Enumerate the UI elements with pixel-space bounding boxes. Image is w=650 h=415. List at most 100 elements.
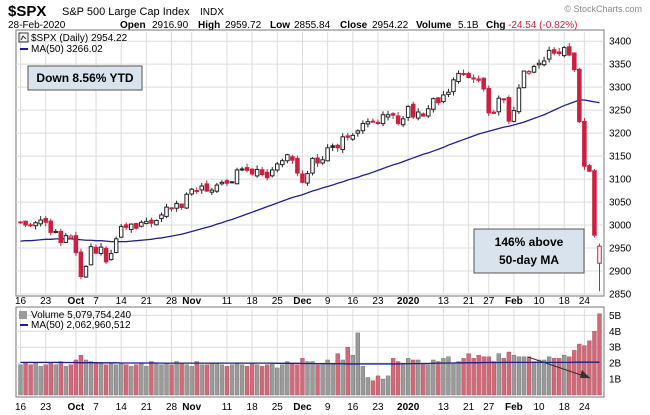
volume-bar	[78, 354, 84, 396]
x-tick-label-bottom: 9	[325, 402, 331, 413]
candle-body	[93, 246, 99, 254]
candle-body	[355, 130, 361, 134]
volume-bar	[204, 364, 209, 396]
price-tick-label: 3300	[609, 83, 632, 94]
price-tick-label: 3150	[609, 152, 632, 163]
candle-body	[73, 235, 79, 254]
arrow-line	[527, 356, 591, 379]
candle-body	[144, 220, 149, 225]
volume-bar	[229, 364, 235, 396]
candle-body	[118, 225, 124, 238]
volume-bar	[169, 364, 174, 396]
x-tick-label-bottom: 13	[438, 402, 450, 413]
open-value: 2916.90	[152, 20, 189, 31]
volume-bar	[68, 364, 74, 396]
volume-legend-text: Volume 5,079,754,240	[31, 310, 132, 321]
volume-bar	[88, 361, 94, 396]
candle-body	[239, 168, 245, 171]
candle-body	[360, 122, 366, 132]
volume-bar	[345, 347, 350, 396]
x-tick-label-bottom: 27	[483, 402, 495, 413]
candle-body	[350, 134, 356, 140]
volume-bar	[330, 362, 335, 396]
close-label: Close	[340, 20, 368, 31]
candle-body	[103, 247, 109, 263]
price-tick-label: 3050	[609, 198, 632, 209]
x-tick-label-bottom: 18	[559, 402, 571, 413]
candle-body	[556, 51, 562, 55]
x-tick-label-bottom: 18	[247, 402, 259, 413]
volume-bar	[199, 364, 204, 396]
x-tick-label-bottom: 23	[40, 402, 52, 413]
candle-body	[451, 79, 456, 93]
volume-bar	[154, 362, 159, 396]
candle-body	[149, 219, 154, 224]
volume-bar	[219, 364, 225, 396]
ma-annotation: 146% above 50-day MA	[473, 228, 591, 379]
x-tick-label-bottom: 7	[93, 402, 99, 413]
price-legend-icon	[20, 35, 27, 41]
volume-bar	[159, 364, 164, 396]
volume-bar	[33, 362, 38, 396]
volume-bar	[597, 313, 602, 396]
volume-bar	[290, 362, 295, 396]
candles	[18, 43, 602, 292]
price-tick-label: 3000	[609, 221, 632, 232]
volume-bar	[501, 358, 506, 396]
x-tick-label: 14	[116, 296, 128, 307]
price-axis-ticks: 2850 2900 2950 3000 3050 3100 3150 3200 3250 3300…	[609, 37, 632, 301]
volume-bar	[536, 359, 542, 396]
candle-body	[33, 222, 38, 227]
volume-bar	[577, 343, 582, 396]
candle-body	[275, 163, 280, 171]
candle-body	[229, 181, 235, 184]
x-tick-label-bottom: Nov	[182, 402, 201, 413]
candle-body	[320, 159, 325, 164]
low-value: 2855.84	[294, 20, 331, 31]
candle-body	[264, 171, 270, 179]
ytd-annotation-text: Down 8.56% YTD	[36, 71, 133, 85]
x-tick-label: Dec	[293, 296, 312, 307]
x-tick-label-bottom: 28	[166, 402, 178, 413]
candle-body	[541, 60, 547, 66]
x-tick-label: 28	[166, 296, 178, 307]
candle-body	[108, 253, 114, 261]
volume-bar	[174, 361, 179, 396]
high-value: 2959.72	[225, 20, 262, 31]
volume-bar	[481, 356, 486, 396]
volume-bar	[254, 364, 260, 396]
volume-bar	[406, 358, 411, 396]
candle-body	[340, 136, 345, 150]
candle-body	[486, 87, 491, 114]
candle-body	[511, 110, 517, 122]
volume-bar	[134, 364, 139, 396]
volume-bar	[43, 364, 48, 396]
volume-bar	[244, 366, 250, 396]
candle-body	[280, 160, 285, 166]
volume-bar	[426, 364, 431, 396]
candle-body	[531, 65, 537, 73]
candle-body	[572, 52, 577, 71]
watermark: © StockCharts.com	[564, 4, 642, 14]
volume-tick-label: 3B	[609, 343, 622, 354]
volume-bar	[466, 353, 471, 396]
volume-bar	[587, 340, 592, 396]
x-tick-label-bottom: Feb	[505, 402, 523, 413]
candle-body	[300, 173, 305, 183]
candle-body	[415, 111, 421, 119]
volume-bar	[506, 351, 512, 396]
x-tick-label: Oct	[68, 296, 85, 307]
candle-body	[174, 202, 179, 209]
volume-bar	[552, 358, 557, 396]
volume-bar	[234, 362, 240, 396]
candle-body	[113, 238, 119, 254]
volume-bar	[476, 354, 481, 396]
candle-body	[582, 120, 587, 167]
candle-body	[285, 154, 290, 162]
ma-annotation-box	[473, 228, 585, 274]
candle-body	[219, 181, 225, 185]
volume-bar	[496, 353, 501, 396]
arrow-head	[580, 370, 590, 378]
candle-body	[189, 188, 194, 195]
